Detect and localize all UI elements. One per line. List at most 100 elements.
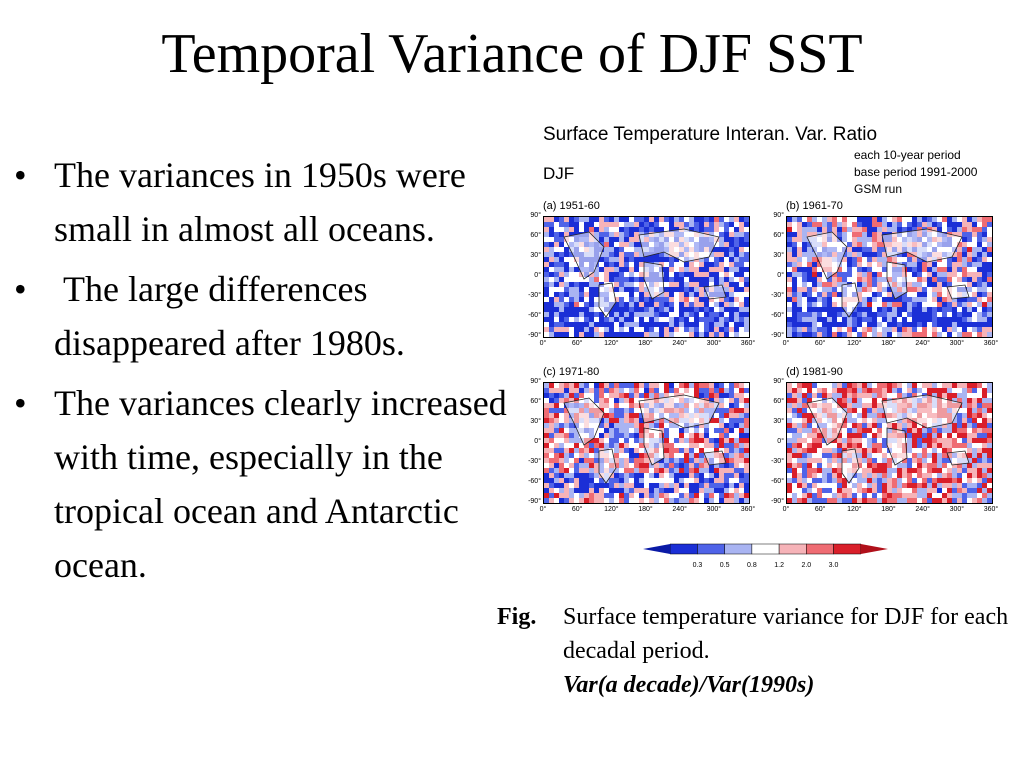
map-cell (872, 247, 877, 252)
map-cell (594, 468, 599, 473)
map-cell (862, 458, 867, 463)
map-cell (714, 222, 719, 227)
map-cell (714, 317, 719, 322)
map-cell (729, 312, 734, 317)
map-cell (574, 483, 579, 488)
map-cell (634, 312, 639, 317)
map-cell (744, 222, 749, 227)
map-cell (674, 257, 679, 262)
map-cell (977, 242, 982, 247)
map-cell (704, 493, 709, 498)
map-cell (729, 292, 734, 297)
map-cell (639, 438, 644, 443)
map-cell (792, 448, 797, 453)
map-cell (709, 322, 714, 327)
map-cell (639, 227, 644, 232)
map-cell (972, 307, 977, 312)
map-cell (734, 247, 739, 252)
map-cell (867, 257, 872, 262)
map-cell (952, 297, 957, 302)
map-cell (877, 468, 882, 473)
map-cell (822, 478, 827, 483)
map-cell (629, 232, 634, 237)
map-cell (609, 332, 614, 337)
map-cell (862, 418, 867, 423)
map-cell (797, 217, 802, 222)
map-cell (694, 438, 699, 443)
map-cell (634, 302, 639, 307)
map-cell (857, 277, 862, 282)
map-cell (579, 292, 584, 297)
map-cell (922, 453, 927, 458)
map-cell (792, 297, 797, 302)
map-cell (684, 282, 689, 287)
x-tick-label: 60° (571, 506, 583, 513)
map-cell (724, 277, 729, 282)
map-cell (559, 222, 564, 227)
map-cell (559, 272, 564, 277)
map-cell (947, 317, 952, 322)
map-cell (917, 493, 922, 498)
map-cell (857, 388, 862, 393)
map-cell (614, 312, 619, 317)
map-cell (822, 438, 827, 443)
map-cell (724, 408, 729, 413)
map-cell (734, 322, 739, 327)
map-cell (549, 473, 554, 478)
map-cell (917, 332, 922, 337)
map-cell (659, 327, 664, 332)
map-cell (862, 217, 867, 222)
map-cell (867, 443, 872, 448)
map-cell (689, 453, 694, 458)
map-cell (797, 267, 802, 272)
map-cell (962, 493, 967, 498)
map-cell (574, 473, 579, 478)
map-cell (674, 277, 679, 282)
map-cell (559, 398, 564, 403)
map-cell (897, 498, 902, 503)
map-cell (892, 222, 897, 227)
map-cell (917, 453, 922, 458)
map-cell (734, 287, 739, 292)
map-cell (792, 327, 797, 332)
map-cell (549, 483, 554, 488)
map-cell (554, 413, 559, 418)
map-cell (614, 232, 619, 237)
map-cell (857, 413, 862, 418)
map-cell (639, 483, 644, 488)
map-cell (907, 302, 912, 307)
coastline (881, 228, 963, 263)
map-cell (947, 297, 952, 302)
map-cell (624, 227, 629, 232)
map-cell (792, 217, 797, 222)
map-cell (689, 322, 694, 327)
map-cell (729, 302, 734, 307)
map-cell (837, 222, 842, 227)
map-cell (797, 383, 802, 388)
map-cell (887, 327, 892, 332)
map-cell (902, 483, 907, 488)
map-cell (947, 428, 952, 433)
map-cell (719, 267, 724, 272)
map-cell (872, 493, 877, 498)
map-cell (629, 423, 634, 428)
map-cell (544, 438, 549, 443)
x-tick-label: 180° (881, 340, 896, 347)
map-cell (827, 327, 832, 332)
map-cell (584, 493, 589, 498)
map-cell (734, 453, 739, 458)
map-cell (614, 448, 619, 453)
map-cell (802, 222, 807, 227)
x-tick-label: 300° (949, 340, 965, 347)
map-cell (629, 322, 634, 327)
map-cell (972, 493, 977, 498)
map-cell (987, 458, 992, 463)
map-cell (559, 428, 564, 433)
map-cell (972, 292, 977, 297)
map-cell (549, 388, 554, 393)
map-cell (897, 488, 902, 493)
coastline (638, 228, 720, 263)
map-cell (847, 408, 852, 413)
map-cell (922, 292, 927, 297)
map-cell (554, 448, 559, 453)
